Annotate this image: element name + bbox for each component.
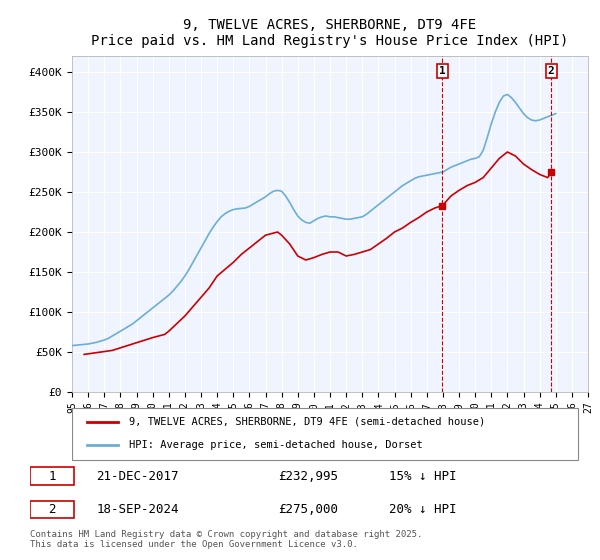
Text: £275,000: £275,000 bbox=[278, 503, 338, 516]
Text: 2: 2 bbox=[548, 66, 554, 76]
Title: 9, TWELVE ACRES, SHERBORNE, DT9 4FE
Price paid vs. HM Land Registry's House Pric: 9, TWELVE ACRES, SHERBORNE, DT9 4FE Pric… bbox=[91, 18, 569, 48]
Text: 1: 1 bbox=[49, 469, 56, 483]
Text: HPI: Average price, semi-detached house, Dorset: HPI: Average price, semi-detached house,… bbox=[129, 440, 422, 450]
Text: 15% ↓ HPI: 15% ↓ HPI bbox=[389, 469, 457, 483]
Text: 2: 2 bbox=[49, 503, 56, 516]
Text: Contains HM Land Registry data © Crown copyright and database right 2025.
This d: Contains HM Land Registry data © Crown c… bbox=[30, 530, 422, 549]
Text: 20% ↓ HPI: 20% ↓ HPI bbox=[389, 503, 457, 516]
Text: £232,995: £232,995 bbox=[278, 469, 338, 483]
Text: 18-SEP-2024: 18-SEP-2024 bbox=[96, 503, 179, 516]
FancyBboxPatch shape bbox=[30, 501, 74, 519]
Text: 9, TWELVE ACRES, SHERBORNE, DT9 4FE (semi-detached house): 9, TWELVE ACRES, SHERBORNE, DT9 4FE (sem… bbox=[129, 417, 485, 427]
Text: 21-DEC-2017: 21-DEC-2017 bbox=[96, 469, 179, 483]
FancyBboxPatch shape bbox=[30, 467, 74, 485]
Text: 1: 1 bbox=[439, 66, 446, 76]
FancyBboxPatch shape bbox=[72, 408, 578, 460]
